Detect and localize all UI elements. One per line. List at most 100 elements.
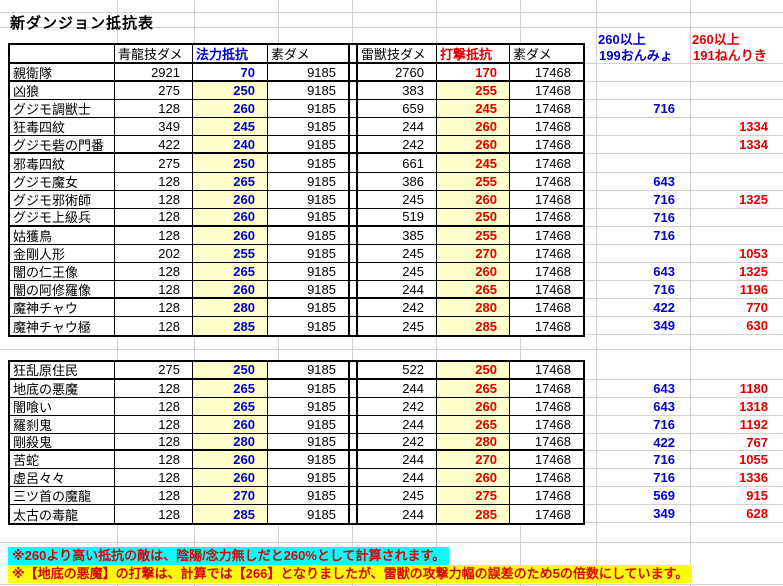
cell-monster-name[interactable]: 金剛人形 xyxy=(10,244,115,264)
cell-magic-resistance[interactable]: 265 xyxy=(193,397,268,416)
cell-magic-resistance[interactable]: 250 xyxy=(193,362,268,380)
cell-blue-dragon-skill-damage[interactable]: 128 xyxy=(115,226,193,245)
cell-onmyo-value[interactable] xyxy=(596,82,690,101)
cell-base-damage-2[interactable]: 17468 xyxy=(510,398,583,416)
cell-base-damage-2[interactable]: 17468 xyxy=(534,506,571,522)
cell-magic-resistance[interactable]: 260 xyxy=(193,415,268,434)
cell-base-damage-2[interactable]: 17468 xyxy=(510,362,583,380)
cell-nenriki-value[interactable]: 1192 xyxy=(690,416,783,434)
cell-strike-resistance[interactable]: 255 xyxy=(437,226,510,245)
cell-strike-resistance[interactable]: 270 xyxy=(437,451,510,470)
header-thunder-beast-skill-damage[interactable]: 雷獣技ダメ xyxy=(358,45,437,64)
cell-onmyo-value[interactable]: 643 xyxy=(596,398,690,416)
cell-base-damage-2[interactable]: 17468 xyxy=(510,299,583,318)
cell-blue-dragon-skill-damage[interactable]: 275 xyxy=(115,362,193,380)
cell-onmyo-value[interactable]: 569 xyxy=(596,487,690,506)
cell-blue-dragon-skill-damage[interactable]: 275 xyxy=(115,154,193,173)
cell-monster-name[interactable]: 魔神チャウ xyxy=(10,299,115,318)
cell-monster-name[interactable]: グジモ魔女 xyxy=(10,172,115,191)
cell-monster-name[interactable]: 闇の仁王像 xyxy=(10,263,115,282)
cell-strike-resistance[interactable]: 260 xyxy=(437,263,510,282)
cell-nenriki-value[interactable]: 1334 xyxy=(690,136,783,155)
cell-nenriki-value[interactable]: 1325 xyxy=(690,263,783,282)
cell-nenriki-value[interactable]: 630 xyxy=(690,317,783,336)
cell-base-damage[interactable]: 9185 xyxy=(268,379,350,398)
cell-magic-resistance[interactable]: 265 xyxy=(193,172,268,191)
cell-thunder-beast-skill-damage[interactable]: 245 xyxy=(358,487,437,506)
cell-monster-name[interactable]: 虚呂々々 xyxy=(10,469,115,488)
cell-blue-dragon-skill-damage[interactable]: 128 xyxy=(115,172,193,191)
cell-strike-resistance[interactable]: 255 xyxy=(437,82,510,101)
cell-blue-dragon-skill-damage[interactable]: 128 xyxy=(115,469,193,488)
cell-base-damage[interactable]: 9185 xyxy=(268,362,350,380)
cell-monster-name[interactable]: 邪毒四紋 xyxy=(10,154,115,173)
cell-strike-resistance[interactable]: 285 xyxy=(437,505,510,524)
cell-thunder-beast-skill-damage[interactable]: 522 xyxy=(358,362,437,380)
cell-thunder-beast-skill-damage[interactable]: 244 xyxy=(358,379,437,398)
cell-base-damage-2[interactable]: 17468 xyxy=(510,191,583,209)
cell-base-damage[interactable]: 9185 xyxy=(268,226,350,245)
header-onmyo-199[interactable]: 199おんみょ xyxy=(596,45,690,64)
cell-strike-resistance[interactable]: 260 xyxy=(437,136,510,155)
cell-base-damage[interactable]: 9185 xyxy=(268,415,350,434)
cell-onmyo-value[interactable] xyxy=(596,362,690,380)
cell-base-damage-2[interactable]: 17468 xyxy=(534,318,571,334)
cell-thunder-beast-skill-damage[interactable]: 386 xyxy=(358,172,437,191)
cell-base-damage-2[interactable]: 17468 xyxy=(510,64,583,83)
cell-onmyo-value[interactable]: 349 xyxy=(596,505,690,524)
cell-onmyo-value[interactable]: 349 xyxy=(596,317,690,336)
cell-monster-name[interactable]: 闇喰い xyxy=(10,397,115,416)
cell-thunder-beast-skill-damage[interactable]: 385 xyxy=(358,226,437,245)
cell-base-damage-2[interactable]: 17468 xyxy=(510,416,583,434)
cell-monster-name[interactable]: グジモ砦の門番 xyxy=(10,136,115,155)
cell-thunder-beast-skill-damage[interactable]: 519 xyxy=(358,208,437,227)
cell-onmyo-value[interactable]: 643 xyxy=(596,173,690,191)
cell-monster-name[interactable]: 親衛隊 xyxy=(10,64,115,83)
cell-monster-name[interactable]: 狂毒四紋 xyxy=(10,118,115,137)
cell-base-damage-2[interactable]: 17468 xyxy=(510,469,583,488)
cell-base-damage[interactable]: 9185 xyxy=(268,299,350,318)
cell-blue-dragon-skill-damage[interactable]: 128 xyxy=(115,451,193,470)
cell-blue-dragon-skill-damage[interactable]: 422 xyxy=(115,136,193,155)
cell-strike-resistance[interactable]: 275 xyxy=(437,487,510,506)
cell-onmyo-value[interactable]: 716 xyxy=(596,416,690,434)
cell-base-damage[interactable]: 9185 xyxy=(268,100,350,119)
cell-monster-name[interactable]: 狂乱原住民 xyxy=(10,362,115,380)
cell-base-damage-2[interactable]: 17468 xyxy=(510,245,583,264)
cell-strike-resistance[interactable]: 260 xyxy=(437,397,510,416)
cell-nenriki-value[interactable] xyxy=(690,64,783,83)
cell-base-damage[interactable]: 9185 xyxy=(268,317,350,336)
cell-thunder-beast-skill-damage[interactable]: 383 xyxy=(358,82,437,101)
cell-nenriki-value[interactable]: 1053 xyxy=(690,245,783,264)
cell-blue-dragon-skill-damage[interactable]: 128 xyxy=(115,299,193,318)
cell-strike-resistance[interactable]: 245 xyxy=(437,100,510,119)
cell-thunder-beast-skill-damage[interactable]: 2760 xyxy=(358,64,437,83)
cell-magic-resistance[interactable]: 260 xyxy=(193,226,268,245)
cell-nenriki-value[interactable] xyxy=(690,173,783,191)
cell-onmyo-value[interactable] xyxy=(596,118,690,137)
cell-thunder-beast-skill-damage[interactable]: 244 xyxy=(358,415,437,434)
cell-magic-resistance[interactable]: 285 xyxy=(193,317,268,336)
cell-magic-resistance[interactable]: 70 xyxy=(193,64,268,83)
cell-magic-resistance[interactable]: 260 xyxy=(193,281,268,300)
cell-base-damage-2[interactable]: 17468 xyxy=(510,209,583,227)
cell-monster-name[interactable]: 太古の毒龍 xyxy=(10,505,115,524)
cell-strike-resistance[interactable]: 285 xyxy=(437,317,510,336)
cell-base-damage-2[interactable]: 17468 xyxy=(510,136,583,155)
cell-base-damage[interactable]: 9185 xyxy=(268,244,350,264)
cell-thunder-beast-skill-damage[interactable]: 242 xyxy=(358,433,437,452)
cell-base-damage-2[interactable]: 17468 xyxy=(510,154,583,173)
cell-monster-name[interactable]: 苦蛇 xyxy=(10,451,115,470)
cell-base-damage[interactable]: 9185 xyxy=(268,397,350,416)
cell-magic-resistance[interactable]: 260 xyxy=(193,469,268,488)
header-blue-dragon-skill-damage[interactable]: 青龍技ダメ xyxy=(115,45,193,64)
cell-base-damage[interactable]: 9185 xyxy=(268,469,350,488)
cell-strike-resistance[interactable]: 260 xyxy=(437,118,510,137)
cell-monster-name[interactable]: 剛殺鬼 xyxy=(10,433,115,452)
cell-nenriki-value[interactable] xyxy=(690,100,783,119)
cell-thunder-beast-skill-damage[interactable]: 245 xyxy=(358,263,437,282)
cell-nenriki-value[interactable]: 1196 xyxy=(690,281,783,300)
cell-onmyo-value[interactable] xyxy=(596,245,690,264)
cell-blue-dragon-skill-damage[interactable]: 349 xyxy=(115,118,193,137)
cell-magic-resistance[interactable]: 250 xyxy=(193,82,268,101)
